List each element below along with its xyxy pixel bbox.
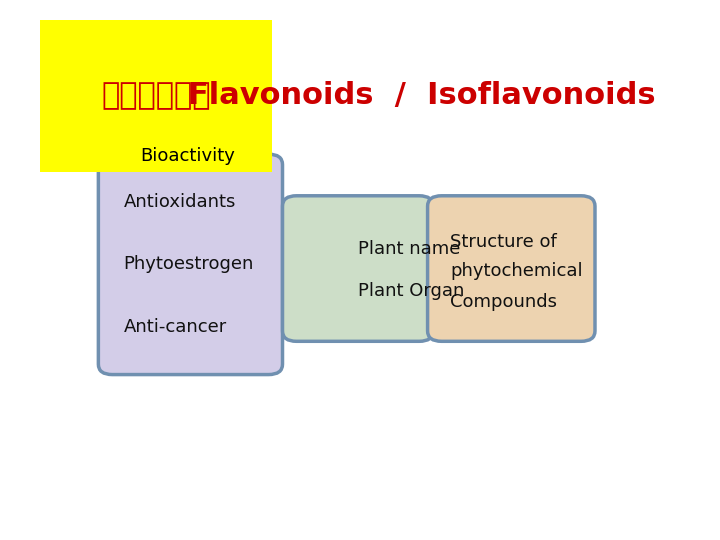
Text: รายงาน: รายงาน (101, 82, 211, 111)
Text: Phytoestrogen: Phytoestrogen (124, 255, 254, 273)
FancyBboxPatch shape (99, 154, 282, 375)
Text: Plant name: Plant name (358, 240, 460, 258)
Text: Structure of: Structure of (450, 233, 557, 251)
Text: Antioxidants: Antioxidants (124, 193, 236, 211)
Text: phytochemical: phytochemical (450, 261, 582, 280)
Text: Plant Organ: Plant Organ (358, 282, 464, 300)
FancyBboxPatch shape (282, 196, 433, 341)
FancyBboxPatch shape (428, 196, 595, 341)
Text: Bioactivity: Bioactivity (140, 147, 235, 165)
Text: Anti-cancer: Anti-cancer (124, 318, 227, 336)
Text: Flavonoids  /  Isoflavonoids: Flavonoids / Isoflavonoids (188, 82, 655, 111)
Text: Compounds: Compounds (450, 293, 557, 311)
